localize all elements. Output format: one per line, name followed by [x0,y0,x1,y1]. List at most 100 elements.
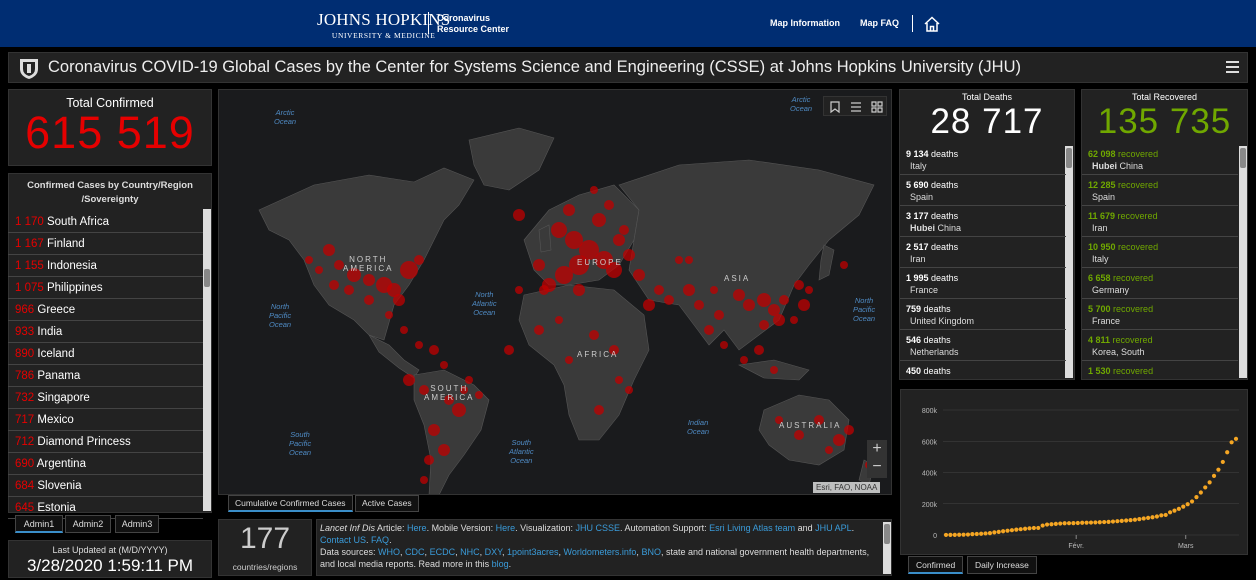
contact-link[interactable]: Contact US [320,535,367,545]
country-list-item[interactable]: 1 075 Philippines [8,277,203,299]
country-list-item[interactable]: 1 167 Finland [8,233,203,255]
case-bubble[interactable] [504,345,514,355]
chart-point[interactable] [1075,520,1080,526]
scrollbar-thumb[interactable] [884,524,890,544]
chart-point[interactable] [1181,504,1186,509]
case-bubble[interactable] [573,284,585,296]
chart-point[interactable] [1172,508,1177,513]
case-bubble[interactable] [594,405,604,415]
case-bubble[interactable] [704,325,714,335]
case-bubble[interactable] [305,256,313,264]
recovered-list-item[interactable]: 11 679 recovered Iran [1082,206,1238,237]
case-bubble[interactable] [606,262,622,278]
chart-point[interactable] [1014,527,1019,532]
chart-point[interactable] [1119,518,1124,523]
recovered-list-item[interactable]: 5 700 recovered France [1082,299,1238,330]
case-bubble[interactable] [805,286,813,294]
case-bubble[interactable] [414,255,424,265]
case-bubble[interactable] [539,285,549,295]
case-bubble[interactable] [592,213,606,227]
chart-point[interactable] [1220,459,1225,465]
case-bubble[interactable] [344,285,354,295]
scrollbar[interactable] [883,522,891,574]
case-bubble[interactable] [465,376,473,384]
case-bubble[interactable] [733,289,745,301]
home-icon[interactable] [923,15,941,33]
case-bubble[interactable] [773,314,785,326]
case-bubble[interactable] [664,295,674,305]
recovered-list-item[interactable]: 1 530 recovered [1082,361,1238,380]
map-faq-link[interactable]: Map FAQ [860,18,900,28]
case-bubble[interactable] [625,386,633,394]
case-bubble[interactable] [590,186,598,194]
chart-point[interactable] [996,529,1001,534]
case-bubble[interactable] [315,266,323,274]
case-bubble[interactable] [633,269,645,281]
case-bubble[interactable] [419,385,429,395]
country-list-item[interactable]: 966 Greece [8,299,203,321]
case-bubble[interactable] [563,204,575,216]
chart-point[interactable] [1097,520,1102,525]
chart-point[interactable] [1146,515,1151,520]
case-bubble[interactable] [740,356,748,364]
chart-point[interactable] [965,532,971,537]
case-bubble[interactable] [609,345,619,355]
case-bubble[interactable] [565,356,573,364]
chart-point[interactable] [1088,520,1094,525]
jhu-logo[interactable]: JOHNS HOPKINS UNIVERSITY & MEDICINE [317,10,450,40]
case-bubble[interactable] [643,299,655,311]
case-bubble[interactable] [551,222,567,238]
resource-center-label[interactable]: Coronavirus Resource Center [437,13,509,35]
case-bubble[interactable] [654,285,664,295]
chart-point[interactable] [1022,526,1028,531]
chart-point[interactable] [1044,522,1050,527]
data-source-link[interactable]: 1point3acres [506,547,559,557]
case-bubble[interactable] [685,256,693,264]
case-bubble[interactable] [613,234,625,246]
case-bubble[interactable] [623,249,635,261]
chart-point[interactable] [1066,521,1072,526]
chart-point[interactable] [1159,513,1164,518]
case-bubble[interactable] [364,295,374,305]
scrollbar[interactable] [203,209,211,511]
chart-point[interactable] [1071,520,1076,526]
recovered-list-item[interactable]: 12 285 recovered Spain [1082,175,1238,206]
case-bubble[interactable] [825,446,833,454]
chart-point[interactable] [1189,499,1195,504]
country-list-item[interactable]: 712 Diamond Princess [8,431,203,453]
chart-point[interactable] [1040,523,1045,528]
deaths-list-item[interactable]: 9 134 deaths Italy [900,144,1066,175]
case-bubble[interactable] [770,366,778,374]
deaths-list-item[interactable]: 2 517 deaths Iran [900,237,1066,268]
jhu-csse-link[interactable]: JHU CSSE [575,523,621,533]
chart-point[interactable] [987,531,993,536]
chart-point[interactable] [1084,520,1089,525]
case-bubble[interactable] [533,259,545,271]
tab-admin1[interactable]: Admin1 [15,515,63,533]
chart-point[interactable] [1225,450,1230,455]
chart-point[interactable] [979,531,984,536]
recovered-list-item[interactable]: 62 098 recovered Hubei China [1082,144,1238,175]
case-bubble[interactable] [714,310,724,320]
tab-cumulative-confirmed[interactable]: Cumulative Confirmed Cases [228,495,353,512]
case-bubble[interactable] [347,268,361,282]
country-list-item[interactable]: 786 Panama [8,365,203,387]
chart-point[interactable] [948,532,953,537]
blog-link[interactable]: blog [491,559,509,569]
deaths-list-item[interactable]: 3 177 deaths Hubei China [900,206,1066,237]
case-bubble[interactable] [452,403,466,417]
chart-point[interactable] [961,532,966,537]
chart-point[interactable] [1062,521,1067,526]
case-bubble[interactable] [794,280,804,290]
recovered-list-item[interactable]: 4 811 recovered Korea, South [1082,330,1238,361]
case-bubble[interactable] [403,374,415,386]
case-bubble[interactable] [754,345,764,355]
case-bubble[interactable] [428,424,440,436]
chart-point[interactable] [1058,521,1063,526]
chart-point[interactable] [957,532,962,537]
chart-point[interactable] [1207,480,1212,485]
case-bubble[interactable] [833,434,845,446]
deaths-list-item[interactable]: 546 deaths Netherlands [900,330,1066,361]
case-bubble[interactable] [424,455,434,465]
hamburger-menu-icon[interactable] [1226,61,1239,73]
